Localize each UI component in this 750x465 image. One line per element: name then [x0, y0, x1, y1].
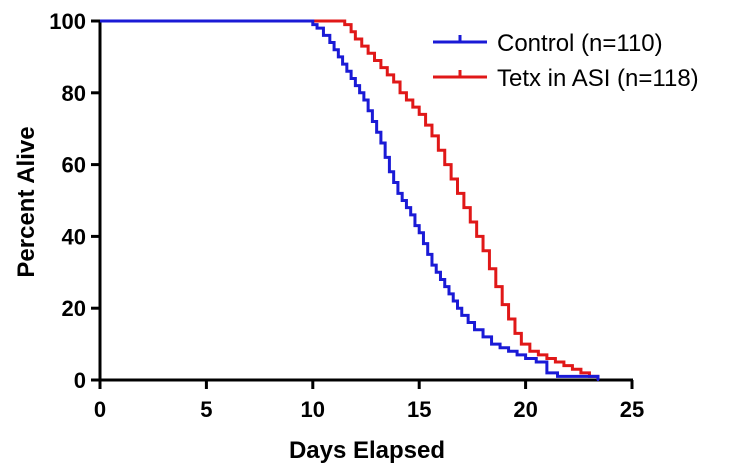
series-layer	[100, 19, 600, 381]
x-tick-label: 0	[94, 397, 106, 422]
series-line-0	[100, 19, 600, 380]
legend-entry-0: Control (n=110)	[433, 30, 663, 57]
y-axis-title: Percent Alive	[13, 126, 40, 277]
y-tick-label: 20	[62, 296, 86, 321]
y-tick-label: 0	[74, 368, 86, 393]
y-tick-label: 40	[62, 224, 86, 249]
x-axis-title: Days Elapsed	[289, 437, 445, 464]
legend-entry-1: Tetx in ASI (n=118)	[433, 65, 699, 92]
legend: Control (n=110) Tetx in ASI (n=118)	[433, 30, 699, 92]
legend-label: Control (n=110)	[497, 30, 663, 57]
y-tick-label: 100	[49, 9, 86, 34]
y-tick-label: 80	[62, 81, 86, 106]
axes: 0 20 40 60 80 100 0 5 10 15 20 25	[49, 9, 644, 422]
x-tick-label: 5	[200, 397, 212, 422]
y-tick-label: 60	[62, 153, 86, 178]
x-tick-label: 25	[620, 397, 644, 422]
x-tick-label: 10	[301, 397, 325, 422]
x-tick-label: 15	[407, 397, 431, 422]
series-line-1	[100, 19, 600, 380]
x-tick-label: 20	[513, 397, 537, 422]
legend-label: Tetx in ASI (n=118)	[497, 65, 699, 92]
